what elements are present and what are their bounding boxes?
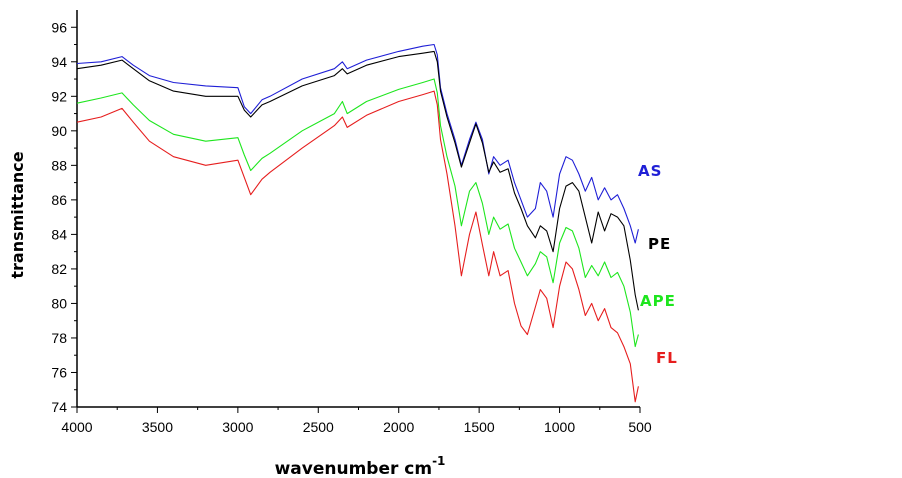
x-tick-label: 4000 xyxy=(61,419,92,435)
x-axis-title-superscript: -1 xyxy=(432,454,445,468)
y-axis: 74 76 78 80 82 84 86 88 90 92 94 96 xyxy=(51,19,77,415)
series-line-as xyxy=(76,43,639,244)
x-tick-label: 3000 xyxy=(222,419,253,435)
y-tick-label: 80 xyxy=(51,295,67,311)
x-tick-label: 1000 xyxy=(544,419,575,435)
y-tick-label: 82 xyxy=(51,261,67,277)
y-tick-label: 84 xyxy=(51,226,67,242)
y-tick-label: 96 xyxy=(51,19,67,35)
x-axis-title: wavenumber cm-1 xyxy=(275,454,446,478)
x-tick-label: 2500 xyxy=(303,419,334,435)
x-axis: 4000 3500 3000 2500 2000 1500 1000 500 xyxy=(61,407,652,435)
series-label-as: AS xyxy=(638,162,662,180)
x-tick-label: 3500 xyxy=(142,419,173,435)
series-label-ape: APE xyxy=(640,292,676,310)
y-tick-label: 94 xyxy=(51,54,67,70)
series-layer xyxy=(76,43,639,403)
y-tick-label: 74 xyxy=(51,399,67,415)
series-line-ape xyxy=(76,78,639,348)
series-line-pe xyxy=(76,50,639,311)
y-tick-label: 90 xyxy=(51,123,67,139)
y-tick-label: 78 xyxy=(51,330,67,346)
series-line-fl xyxy=(76,90,639,403)
y-axis-title: transmittance xyxy=(8,151,27,278)
y-tick-label: 92 xyxy=(51,88,67,104)
y-tick-label: 88 xyxy=(51,157,67,173)
x-tick-label: 2000 xyxy=(383,419,414,435)
series-label-pe: PE xyxy=(648,235,671,253)
y-tick-label: 86 xyxy=(51,192,67,208)
plot-area xyxy=(76,10,640,408)
y-tick-label: 76 xyxy=(51,364,67,380)
x-axis-title-text: wavenumber cm xyxy=(275,459,433,478)
series-label-fl: FL xyxy=(656,349,678,367)
x-tick-label: 1500 xyxy=(464,419,495,435)
series-labels: AS PE APE FL xyxy=(638,162,678,367)
x-tick-label: 500 xyxy=(628,419,652,435)
